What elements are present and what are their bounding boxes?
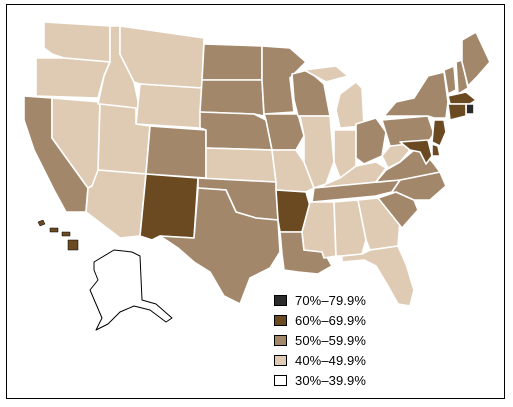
state-OR: [35, 57, 111, 99]
state-HI: [37, 219, 79, 251]
state-FL: [341, 245, 415, 307]
state-WY: [135, 83, 203, 129]
state-MN: [261, 45, 307, 115]
legend-label: 60%–69.9%: [295, 312, 367, 328]
state-NE: [199, 111, 273, 151]
state-CT: [447, 103, 467, 121]
state-MA: [447, 91, 477, 105]
legend-swatch: [274, 354, 287, 366]
state-NC: [375, 171, 447, 201]
state-WA: [43, 21, 111, 63]
legend: 70%–79.9% 60%–69.9% 50%–59.9% 40%–49.9% …: [274, 290, 366, 390]
legend-swatch: [274, 294, 287, 306]
state-MO: [271, 149, 315, 193]
legend-item-40: 40%–49.9%: [274, 350, 366, 370]
state-ME: [461, 31, 491, 87]
state-NH: [455, 59, 469, 95]
legend-swatch: [274, 334, 287, 346]
legend-swatch: [274, 374, 287, 386]
legend-item-50: 50%–59.9%: [274, 330, 366, 350]
state-NM: [139, 173, 199, 241]
state-DE: [431, 143, 441, 157]
legend-label: 40%–49.9%: [295, 352, 367, 368]
state-MT: [119, 25, 205, 89]
state-VT: [443, 65, 457, 95]
legend-label: 50%–59.9%: [295, 332, 367, 348]
state-AK: [89, 249, 173, 331]
state-TX: [159, 187, 281, 305]
state-MS: [301, 201, 337, 259]
state-SD: [199, 79, 265, 117]
state-NY: [383, 71, 449, 119]
state-KS: [205, 147, 277, 183]
state-RI: [465, 103, 475, 115]
state-ND: [201, 43, 263, 81]
legend-item-30: 30%–39.9%: [274, 370, 366, 390]
legend-item-60: 60%–69.9%: [274, 310, 366, 330]
state-MD: [399, 139, 433, 165]
legend-label: 30%–39.9%: [295, 372, 367, 388]
legend-item-70: 70%–79.9%: [274, 290, 366, 310]
legend-swatch: [274, 314, 287, 326]
legend-label: 70%–79.9%: [295, 292, 367, 308]
state-NJ: [431, 119, 447, 147]
state-IL: [299, 115, 335, 189]
state-CO: [145, 125, 207, 179]
state-AZ: [85, 169, 147, 239]
state-OH: [355, 117, 387, 165]
